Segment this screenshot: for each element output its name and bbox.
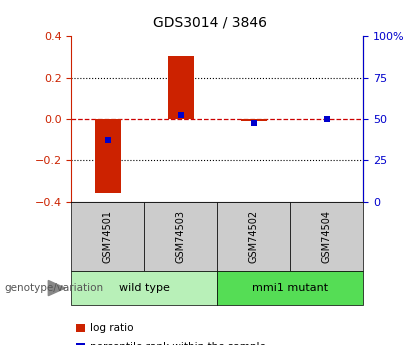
Text: GSM74503: GSM74503 <box>176 210 186 263</box>
Bar <box>241 119 267 121</box>
Text: genotype/variation: genotype/variation <box>4 283 103 293</box>
Text: GSM74501: GSM74501 <box>103 210 113 263</box>
Text: GDS3014 / 3846: GDS3014 / 3846 <box>153 16 267 30</box>
Text: log ratio: log ratio <box>90 323 134 333</box>
Text: GSM74504: GSM74504 <box>322 210 332 263</box>
Text: percentile rank within the sample: percentile rank within the sample <box>90 342 266 345</box>
Text: wild type: wild type <box>119 283 170 293</box>
Polygon shape <box>48 280 65 296</box>
Bar <box>95 119 121 193</box>
Text: mmi1 mutant: mmi1 mutant <box>252 283 328 293</box>
Bar <box>168 56 194 119</box>
Text: GSM74502: GSM74502 <box>249 210 259 263</box>
